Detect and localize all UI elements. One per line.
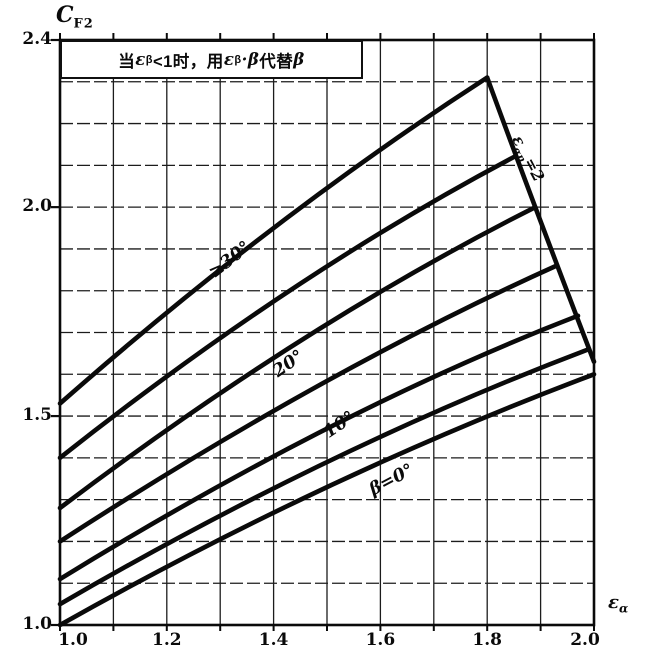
epsilon-symbol: ε: [223, 50, 235, 69]
middle-dot: ·: [241, 50, 248, 69]
beta-symbol: β: [247, 50, 260, 69]
x-tick-label: 2.0: [570, 630, 600, 650]
y-axis-title: CF2: [56, 2, 94, 31]
beta-subscript: β: [145, 53, 153, 66]
y-tick-label: 2.0: [22, 196, 52, 217]
x-tick-label: 1.8: [472, 630, 502, 650]
y-tick-label: 1.5: [22, 405, 52, 426]
note-text: 代替: [259, 52, 294, 71]
y-tick-label: 1.0: [22, 614, 52, 634]
y-axis-symbol: C: [56, 2, 74, 28]
beta-subscript: β: [234, 53, 242, 66]
x-tick-label: 1.0: [58, 630, 88, 650]
beta-symbol: β: [293, 50, 305, 69]
note-box: 当 ε β <1时，用 ε β · β 代替 β: [60, 40, 363, 79]
y-tick-label: 2.4: [22, 29, 52, 49]
note-text: 当: [118, 52, 136, 71]
x-tick-label: 1.6: [365, 630, 396, 650]
x-axis-subscript: α: [618, 601, 629, 616]
note-text: <1时，用: [153, 52, 224, 71]
x-tick-label: 1.2: [152, 630, 182, 650]
x-tick-label: 1.4: [258, 630, 289, 650]
x-axis-symbol: ε: [608, 592, 619, 613]
epsilon-symbol: ε: [135, 50, 146, 69]
x-axis-title: εα: [608, 592, 628, 616]
y-axis-subscript: F2: [73, 16, 94, 32]
